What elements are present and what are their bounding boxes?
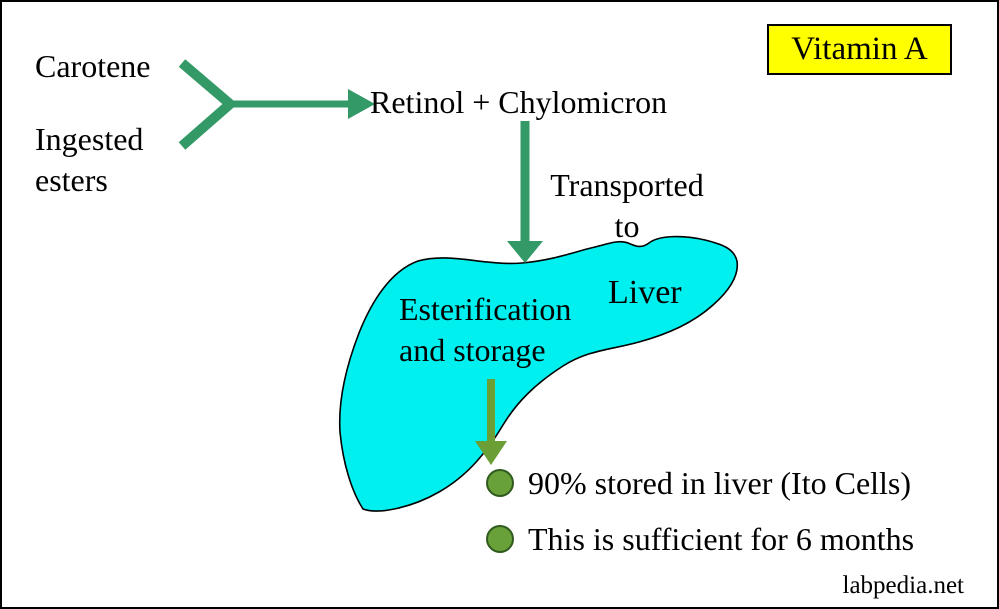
esterification-line2: and storage: [399, 332, 546, 368]
merge-arrow-icon: [178, 59, 375, 150]
transported-line2: to: [614, 208, 640, 244]
vitamin-a-badge: Vitamin A: [767, 24, 952, 75]
watermark-text: labpedia.net: [842, 572, 964, 599]
outcome-row-storage: 90% stored in liver (Ito Cells): [485, 465, 911, 501]
outcome-storage-text: 90% stored in liver (Ito Cells): [528, 464, 912, 501]
carotene-label: Carotene: [35, 48, 151, 84]
esterification-line1: Esterification: [399, 291, 572, 327]
liver-shape: [338, 235, 739, 512]
outcome-sufficiency-text: This is sufficient for 6 months: [528, 520, 915, 557]
transported-to-label: Transported to: [538, 165, 716, 247]
ingested-esters-label: Ingested esters: [35, 119, 143, 201]
retinol-chylomicron-label: Retinol + Chylomicron: [370, 84, 668, 120]
storage-arrow-icon: [475, 379, 507, 465]
transported-line1: Transported: [550, 167, 704, 203]
ingested-esters-line2: esters: [35, 162, 108, 198]
esterification-storage-label: Esterification and storage: [399, 289, 571, 371]
bullet-icon: [486, 525, 514, 553]
outcome-row-sufficiency: This is sufficient for 6 months: [485, 521, 914, 557]
ingested-esters-line1: Ingested: [35, 121, 144, 157]
down-arrow-icon: [507, 121, 543, 263]
liver-label: Liver: [608, 274, 682, 311]
bullet-icon: [486, 469, 514, 497]
